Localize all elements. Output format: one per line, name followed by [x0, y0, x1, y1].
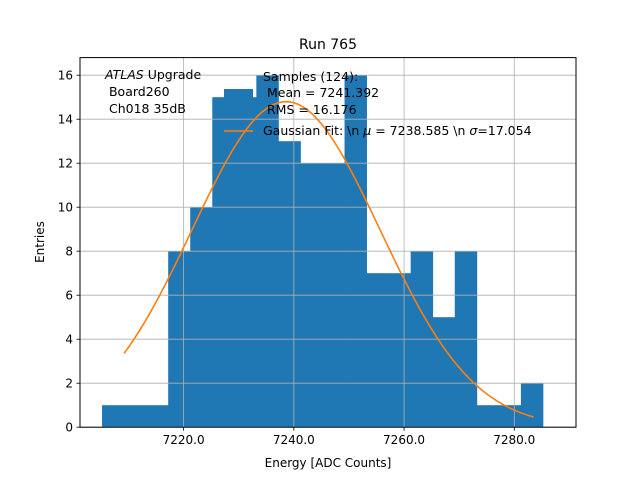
histogram-bar — [146, 405, 169, 428]
x-axis-ticks: 7220.0 7240.0 7260.0 7280.0 — [163, 427, 535, 447]
y-tick-label: 0 — [65, 421, 73, 435]
x-tick-label: 7220.0 — [163, 433, 205, 447]
y-tick-label: 12 — [58, 157, 73, 171]
y-axis-ticks: 0 2 4 6 8 10 12 14 16 — [58, 69, 80, 435]
histogram-bar — [190, 207, 213, 428]
y-tick-label: 4 — [65, 333, 73, 347]
histogram-bar — [366, 273, 390, 428]
x-tick-label: 7260.0 — [383, 433, 425, 447]
y-axis-label: Entries — [33, 221, 47, 263]
legend-fit-mid: = 7238.585 \n — [371, 123, 469, 138]
y-tick-label: 14 — [58, 113, 73, 127]
atlas-annotation: ATLAS Upgrade Board260 Ch018 35dB — [104, 67, 201, 116]
legend-fit-mu: μ — [362, 123, 371, 138]
histogram-bar — [476, 405, 500, 428]
x-tick-label: 7240.0 — [273, 433, 315, 447]
y-tick-label: 16 — [58, 69, 73, 83]
svg-text:ATLAS Upgrade: ATLAS Upgrade — [104, 67, 201, 82]
legend-mean-label: Mean = 7241.392 — [263, 85, 379, 100]
atlas-italic-text: ATLAS — [104, 67, 144, 82]
legend-rms-label: RMS = 16.176 — [263, 102, 357, 117]
gaussian-fit-line — [123, 100, 534, 418]
legend-fit-prefix: Gaussian Fit: \n — [263, 123, 363, 138]
y-tick-label: 6 — [65, 289, 73, 303]
legend-samples-swatch — [224, 89, 253, 99]
histogram-bar — [212, 97, 235, 428]
legend-fit-tail: =17.054 — [477, 123, 531, 138]
x-axis-label: Energy [ADC Counts] — [265, 456, 392, 470]
svg-text:Gaussian Fit: \n μ = 7238.585: Gaussian Fit: \n μ = 7238.585 \n σ=17.05… — [263, 123, 532, 138]
upgrade-text: Upgrade — [144, 67, 202, 82]
board-text: Board260 — [105, 84, 170, 99]
y-tick-label: 10 — [58, 201, 73, 215]
histogram-bar — [124, 405, 147, 428]
y-tick-label: 8 — [65, 245, 73, 259]
chart-title: Run 765 — [299, 37, 357, 53]
y-tick-label: 2 — [65, 377, 73, 391]
x-tick-label: 7280.0 — [493, 433, 535, 447]
histogram-bar — [234, 97, 257, 428]
legend: Samples (124): Mean = 7241.392 RMS = 16.… — [224, 69, 532, 138]
legend-fit-sigma: σ — [469, 123, 478, 138]
histogram-bar — [278, 141, 301, 428]
histogram-bar — [102, 405, 125, 428]
histogram-bar — [520, 383, 544, 428]
legend-samples-label: Samples (124): — [263, 69, 358, 84]
channel-text: Ch018 35dB — [105, 101, 186, 116]
histogram-bar — [432, 317, 456, 428]
histogram-bar — [388, 273, 412, 428]
plot-frame — [79, 57, 577, 428]
